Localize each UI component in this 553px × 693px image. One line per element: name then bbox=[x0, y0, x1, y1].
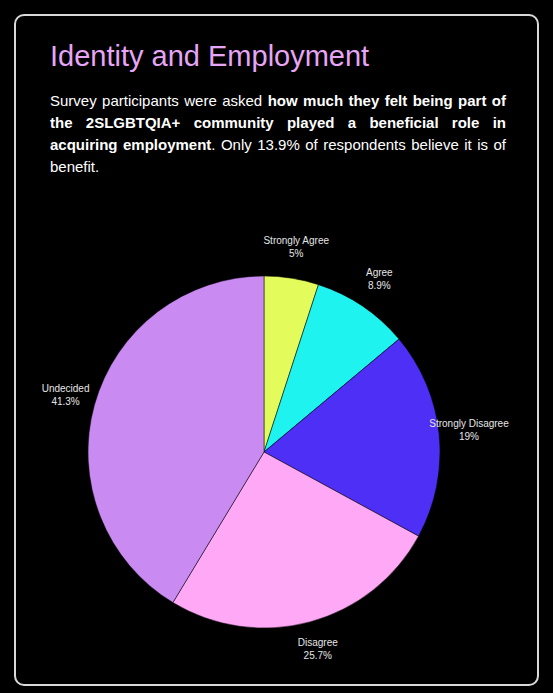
html-text:Survey participants were asked: Survey participants were asked how much … bbox=[50, 92, 506, 175]
svg-text:Disagree25.7%: Disagree25.7% bbox=[298, 637, 338, 661]
svg-text:Agree8.9%: Agree8.9% bbox=[366, 267, 393, 291]
svg-text:Undecided41.3%: Undecided41.3% bbox=[42, 383, 90, 407]
svg-text:Strongly Agree5%: Strongly Agree5% bbox=[263, 235, 329, 259]
svg-text:Strongly Disagree19%: Strongly Disagree19% bbox=[429, 418, 509, 442]
html-text:Identity and Employment: Identity and Employment bbox=[50, 40, 370, 72]
